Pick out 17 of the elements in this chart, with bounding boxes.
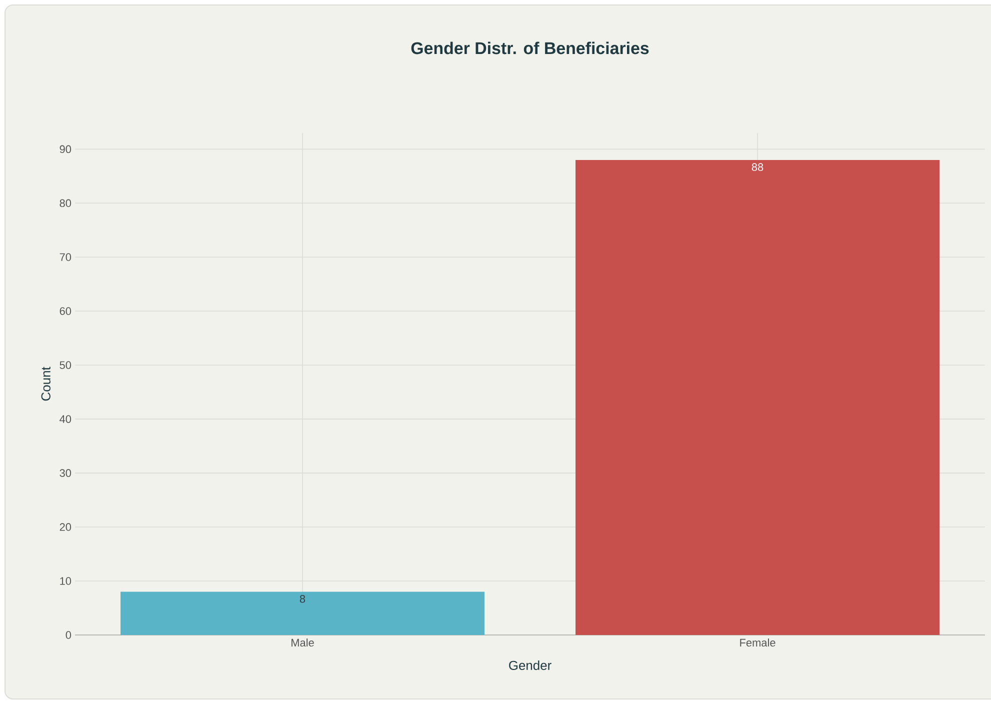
x-tick-label: Male — [292, 638, 314, 647]
y-tick-label: 90 — [60, 145, 72, 154]
y-tick-label: 0 — [66, 631, 72, 639]
y-axis-title: Count — [41, 366, 50, 401]
y-tick-label: 60 — [60, 307, 72, 315]
data-label: 8 — [300, 595, 306, 603]
y-tick-label: 30 — [60, 469, 72, 477]
y-tick-label: 70 — [60, 253, 72, 262]
y-tick-label: 20 — [60, 523, 72, 531]
x-axis-title: Gender — [509, 660, 552, 670]
chart-title: Gender Distr. of Beneficiaries — [411, 42, 649, 54]
y-tick-label: 40 — [60, 415, 72, 423]
x-tick-label: Female — [740, 638, 776, 647]
data-label: 88 — [752, 163, 764, 171]
y-tick-label: 50 — [60, 361, 72, 369]
y-tick-label: 10 — [60, 577, 72, 585]
y-tick-label: 80 — [60, 199, 72, 208]
